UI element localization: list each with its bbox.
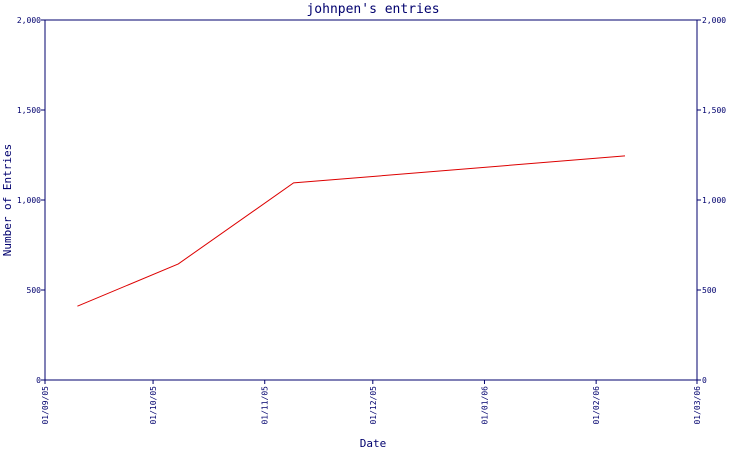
chart-title: johnpen's entries bbox=[306, 2, 439, 17]
y-tick-label-left: 1,000 bbox=[17, 196, 41, 205]
series-line bbox=[77, 155, 626, 307]
y-tick-label-right: 1,500 bbox=[702, 106, 726, 115]
y-tick-label-right: 1,000 bbox=[702, 196, 726, 205]
y-tick-label-left: 2,000 bbox=[17, 16, 41, 25]
x-axis: 01/09/05 01/10/05 01/11/05 01/12/05 01/01/06… bbox=[41, 380, 702, 425]
x-tick-label: 01/03/06 bbox=[693, 386, 702, 425]
x-tick-label: 01/10/05 bbox=[149, 386, 158, 425]
y-axis-right: 0 500 1,000 1,500 2,000 bbox=[697, 16, 726, 385]
x-tick-label: 01/11/05 bbox=[261, 386, 270, 425]
x-tick-label: 01/12/05 bbox=[369, 386, 378, 425]
y-tick-label-left: 500 bbox=[27, 286, 42, 295]
x-tick-label: 01/01/06 bbox=[480, 386, 489, 425]
y-tick-label-left: 1,500 bbox=[17, 106, 41, 115]
y-axis-left: 0 500 1,000 1,500 2,000 bbox=[17, 16, 45, 385]
x-tick-label: 01/02/06 bbox=[592, 386, 601, 425]
series-group bbox=[77, 155, 626, 307]
y-tick-label-left: 0 bbox=[36, 376, 41, 385]
y-tick-label-right: 500 bbox=[702, 286, 717, 295]
y-tick-label-right: 2,000 bbox=[702, 16, 726, 25]
x-tick-label: 01/09/05 bbox=[41, 386, 50, 425]
y-tick-label-right: 0 bbox=[702, 376, 707, 385]
plot-area-frame bbox=[44, 19, 698, 381]
x-axis-label: Date bbox=[360, 437, 387, 450]
y-axis-label: Number of Entries bbox=[1, 144, 14, 257]
